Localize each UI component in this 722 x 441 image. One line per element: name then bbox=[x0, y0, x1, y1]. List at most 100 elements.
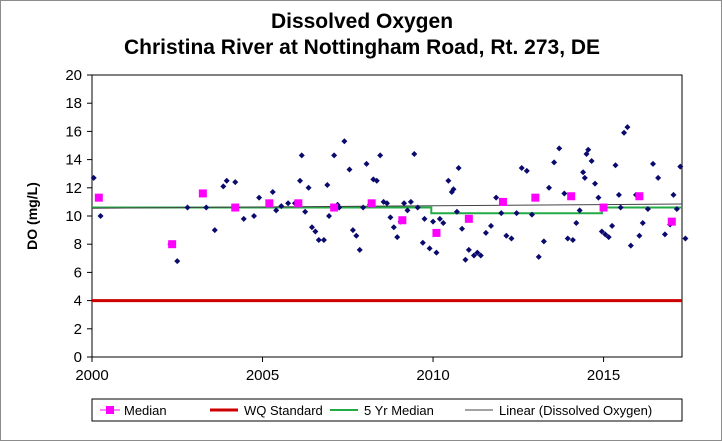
y-tick-label: 6 bbox=[74, 264, 82, 281]
do-data-point bbox=[285, 200, 292, 207]
do-data-point bbox=[677, 163, 684, 170]
median-point bbox=[330, 203, 339, 212]
do-data-point bbox=[682, 235, 689, 242]
do-data-point bbox=[661, 231, 668, 238]
do-data-point bbox=[459, 225, 466, 232]
do-data-point bbox=[612, 162, 619, 169]
do-data-point bbox=[450, 186, 457, 193]
y-tick-label: 10 bbox=[65, 208, 82, 225]
y-tick-label: 16 bbox=[65, 123, 82, 140]
do-data-point bbox=[673, 205, 680, 212]
do-data-point bbox=[232, 179, 239, 186]
do-data-point bbox=[324, 181, 331, 188]
do-data-point bbox=[384, 200, 390, 207]
legend-label: WQ Standard bbox=[244, 403, 323, 418]
y-tick-label: 0 bbox=[74, 349, 82, 366]
median-point bbox=[294, 199, 303, 208]
do-data-point bbox=[573, 220, 580, 227]
do-data-point bbox=[223, 177, 230, 184]
chart-title-line-2: Christina River at Nottingham Road, Rt. … bbox=[123, 36, 601, 59]
do-data-point bbox=[174, 258, 181, 265]
do-data-point bbox=[602, 231, 609, 238]
median-point bbox=[599, 203, 608, 212]
do-data-point bbox=[598, 228, 605, 235]
do-data-point bbox=[407, 198, 414, 205]
do-data-point bbox=[269, 189, 276, 196]
do-data-point bbox=[621, 129, 628, 136]
y-axis-label: DO (mg/L) bbox=[24, 182, 40, 250]
median-point bbox=[265, 199, 274, 208]
do-data-point bbox=[580, 169, 587, 176]
median-point bbox=[398, 216, 407, 225]
do-data-point bbox=[445, 177, 452, 184]
do-data-point bbox=[482, 229, 489, 236]
do-data-point bbox=[636, 232, 643, 239]
do-data-point bbox=[184, 204, 191, 211]
do-data-point bbox=[569, 236, 576, 243]
axes: 0 2 4 6 8 10 12 14 16 18 20 2000 2005 2010 2015 bbox=[65, 67, 620, 384]
do-data-point bbox=[414, 204, 421, 211]
median-point bbox=[168, 240, 177, 249]
do-data-point bbox=[404, 207, 411, 214]
do-data-point bbox=[394, 234, 401, 241]
do-data-point bbox=[617, 204, 624, 211]
do-data-point bbox=[639, 220, 646, 227]
x-tick-label: 2015 bbox=[587, 367, 620, 384]
do-data-point bbox=[588, 158, 595, 165]
do-data-point bbox=[240, 215, 247, 222]
do-data-point bbox=[387, 214, 394, 221]
do-data-point bbox=[551, 159, 558, 166]
x-tick-label: 2000 bbox=[75, 367, 108, 384]
do-data-point bbox=[585, 146, 592, 153]
do-data-point bbox=[312, 228, 319, 235]
median-point bbox=[432, 228, 441, 237]
do-data-point bbox=[250, 213, 257, 219]
do-data-point bbox=[581, 174, 588, 181]
do-data-point bbox=[576, 207, 583, 214]
chart-title: Dissolved Oxygen Christina River at Nott… bbox=[1, 9, 722, 61]
do-data-point bbox=[605, 234, 612, 241]
do-data-point bbox=[545, 184, 552, 191]
do-data-point bbox=[401, 200, 408, 207]
y-tick-label: 12 bbox=[65, 180, 82, 197]
plot-area bbox=[91, 74, 683, 358]
do-data-point bbox=[508, 235, 515, 242]
do-data-point bbox=[650, 160, 657, 167]
do-data-point bbox=[373, 177, 380, 184]
do-data-point bbox=[488, 222, 495, 229]
median-point bbox=[667, 217, 676, 226]
median-point bbox=[635, 192, 644, 201]
x-tick-label: 2010 bbox=[416, 367, 449, 384]
do-data-point bbox=[302, 208, 309, 215]
do-data-point bbox=[346, 166, 353, 173]
do-data-point bbox=[477, 252, 484, 259]
do-data-point bbox=[97, 213, 104, 219]
median-point bbox=[367, 199, 376, 208]
do-data-point bbox=[273, 207, 280, 214]
do-data-point bbox=[518, 165, 525, 172]
do-data-point bbox=[615, 191, 622, 198]
do-data-point bbox=[535, 253, 542, 260]
do-data-point bbox=[627, 242, 634, 249]
y-tick-label: 8 bbox=[74, 236, 82, 253]
do-data-point bbox=[326, 213, 333, 219]
do-data-point bbox=[90, 174, 97, 181]
do-data-point bbox=[493, 194, 500, 201]
median-point bbox=[198, 189, 207, 198]
do-data-point bbox=[465, 246, 472, 253]
do-data-point bbox=[341, 138, 348, 145]
do-data-point bbox=[426, 245, 433, 252]
do-data-point bbox=[540, 238, 547, 245]
do-data-point bbox=[278, 203, 285, 210]
do-data-point bbox=[305, 184, 312, 191]
do-data-point bbox=[356, 246, 363, 253]
do-data-point bbox=[430, 218, 437, 225]
do-data-point bbox=[564, 235, 571, 242]
do-data-point bbox=[298, 152, 305, 159]
do-data-point bbox=[462, 256, 469, 263]
do-data-point bbox=[419, 239, 426, 246]
do-data-point bbox=[363, 160, 370, 167]
do-data-point bbox=[644, 205, 651, 212]
median-point bbox=[94, 193, 103, 202]
do-data-point bbox=[556, 145, 563, 152]
